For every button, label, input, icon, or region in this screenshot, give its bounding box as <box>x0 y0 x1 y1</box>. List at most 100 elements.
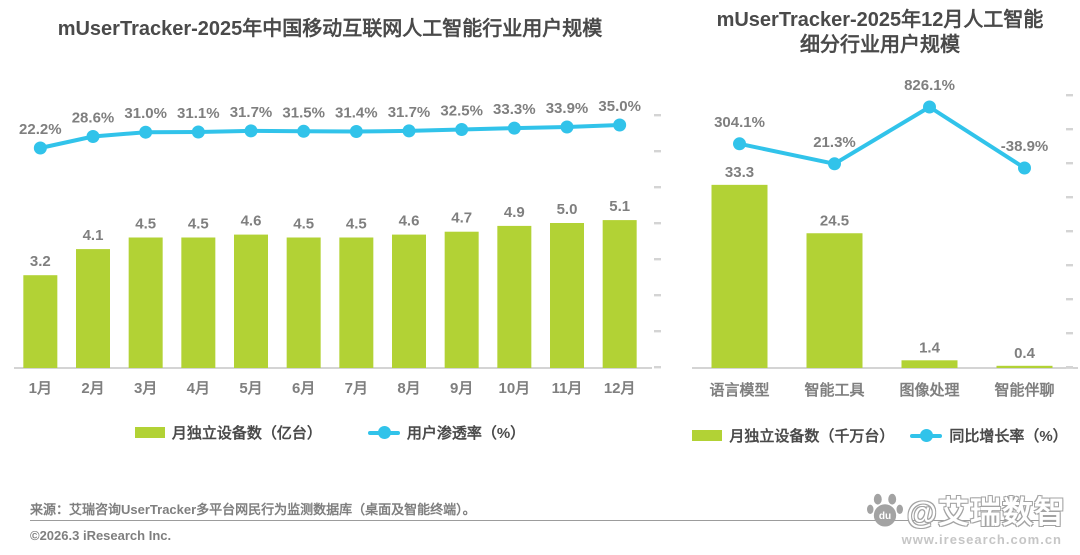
copyright-note: ©2026.3 iResearch Inc. <box>30 528 172 543</box>
bar <box>497 225 532 368</box>
bar-value-label: 4.7 <box>451 210 472 227</box>
bar-value-label: 24.5 <box>820 212 849 229</box>
line-value-label: 33.3% <box>493 101 536 118</box>
line-point <box>828 157 841 171</box>
line-value-label: 21.3% <box>813 134 856 151</box>
axis-tick <box>1066 264 1073 267</box>
trend-line <box>737 105 1027 170</box>
category-label: 10月 <box>498 380 530 397</box>
bar <box>286 237 321 368</box>
bar-value-label: 4.5 <box>188 216 209 233</box>
line-swatch-icon <box>367 426 400 439</box>
bar-value-label: 5.1 <box>609 198 630 215</box>
axis-tick <box>654 258 661 261</box>
category-label: 语言模型 <box>709 381 769 399</box>
category-label: 12月 <box>604 380 636 397</box>
watermark: du @艾瑞数智 www.iresearch.com.cn <box>866 487 1066 547</box>
category-label: 图像处理 <box>899 381 959 399</box>
line-point <box>613 118 627 132</box>
bar-value-label: 4.5 <box>346 216 367 233</box>
category-label: 1月 <box>29 380 52 397</box>
legend-item-penetration: 用户渗透率（%） <box>367 422 525 443</box>
trend-line <box>38 123 622 150</box>
axis-tick <box>654 330 661 333</box>
line-point <box>507 121 521 135</box>
bar <box>339 237 374 368</box>
legend-item-devices-right: 月独立设备数（千万台） <box>692 425 894 446</box>
category-label: 4月 <box>187 380 210 397</box>
line-point <box>923 100 936 114</box>
line-value-label: 31.0% <box>124 105 167 122</box>
right-chart-legend: 月独立设备数（千万台） 同比增长率（%） <box>680 425 1080 446</box>
line-value-label: 28.6% <box>72 110 115 127</box>
line-swatch-icon <box>910 429 943 442</box>
source-note: 来源：艾瑞咨询UserTracker多平台网民行为监测数据库（桌面及智能终端）。 <box>30 502 476 517</box>
bar-value-label: 3.2 <box>30 253 51 270</box>
line-value-label: 31.4% <box>335 104 378 121</box>
bar-value-label: 4.6 <box>241 213 262 230</box>
line-value-label: 31.7% <box>388 104 431 121</box>
line-point <box>455 123 469 136</box>
bar-value-label: 5.0 <box>557 201 578 218</box>
line-value-label: 31.7% <box>230 104 273 121</box>
line-value-label: 31.5% <box>282 104 325 121</box>
category-label: 9月 <box>450 380 473 397</box>
line-value-label: 35.0% <box>598 98 641 115</box>
axis-tick <box>1066 94 1073 97</box>
category-label: 3月 <box>134 380 157 397</box>
bar <box>996 365 1053 368</box>
bar <box>602 220 637 368</box>
left-chart-title: mUserTracker-2025年中国移动互联网人工智能行业用户规模 <box>57 18 603 40</box>
line-point <box>244 124 258 138</box>
bar <box>23 275 58 368</box>
bar <box>444 231 479 368</box>
axis-tick <box>654 150 661 153</box>
axis-tick <box>1066 230 1073 233</box>
baidu-paw-icon: du <box>866 493 903 527</box>
axis-tick <box>1066 128 1073 131</box>
line-point <box>733 137 746 151</box>
legend-item-growth: 同比增长率（%） <box>910 425 1068 446</box>
right-chart-title-line1: mUserTracker-2025年12月人工智能 <box>716 9 1044 31</box>
bar <box>711 184 768 368</box>
bar <box>392 234 426 368</box>
axis-tick <box>1066 332 1073 335</box>
legend-item-devices: 月独立设备数（亿台） <box>134 422 322 443</box>
line-value-label: 31.1% <box>177 105 220 122</box>
bar-value-label: 4.1 <box>83 227 104 244</box>
line-point <box>1018 161 1031 175</box>
bar-value-label: 4.5 <box>135 216 156 233</box>
category-label: 5月 <box>239 380 262 397</box>
line-value-label: 22.2% <box>19 121 62 138</box>
right-chart-title-line2: 细分行业用户规模 <box>800 34 960 56</box>
bar-value-label: 0.4 <box>1014 345 1036 362</box>
bar <box>76 249 110 368</box>
axis-tick <box>654 186 661 189</box>
axis-tick <box>654 366 661 369</box>
footer-divider <box>30 520 1052 521</box>
bar <box>806 233 863 368</box>
line-point <box>560 120 574 134</box>
bar <box>234 234 268 368</box>
bar <box>128 237 163 368</box>
category-label: 智能伴聊 <box>994 381 1054 399</box>
legend-label-devices: 月独立设备数（亿台） <box>171 425 322 442</box>
category-label: 8月 <box>397 380 420 397</box>
watermark-url: www.iresearch.com.cn <box>901 532 1062 547</box>
bar-value-label: 4.9 <box>504 204 525 221</box>
line-point <box>139 125 153 139</box>
category-label: 6月 <box>292 380 315 397</box>
bar <box>901 360 958 368</box>
left-chart-legend: 月独立设备数（亿台） 用户渗透率（%） <box>0 422 660 443</box>
legend-label-devices-right: 月独立设备数（千万台） <box>729 428 895 445</box>
bar-value-label: 1.4 <box>919 339 941 356</box>
bar-value-label: 33.3 <box>725 164 754 181</box>
line-point <box>297 124 311 138</box>
bar <box>550 223 584 368</box>
watermark-handle: @艾瑞数智 <box>906 495 1066 530</box>
axis-tick <box>1066 196 1073 199</box>
axis-tick <box>654 114 661 117</box>
line-value-label: 32.5% <box>440 102 483 119</box>
